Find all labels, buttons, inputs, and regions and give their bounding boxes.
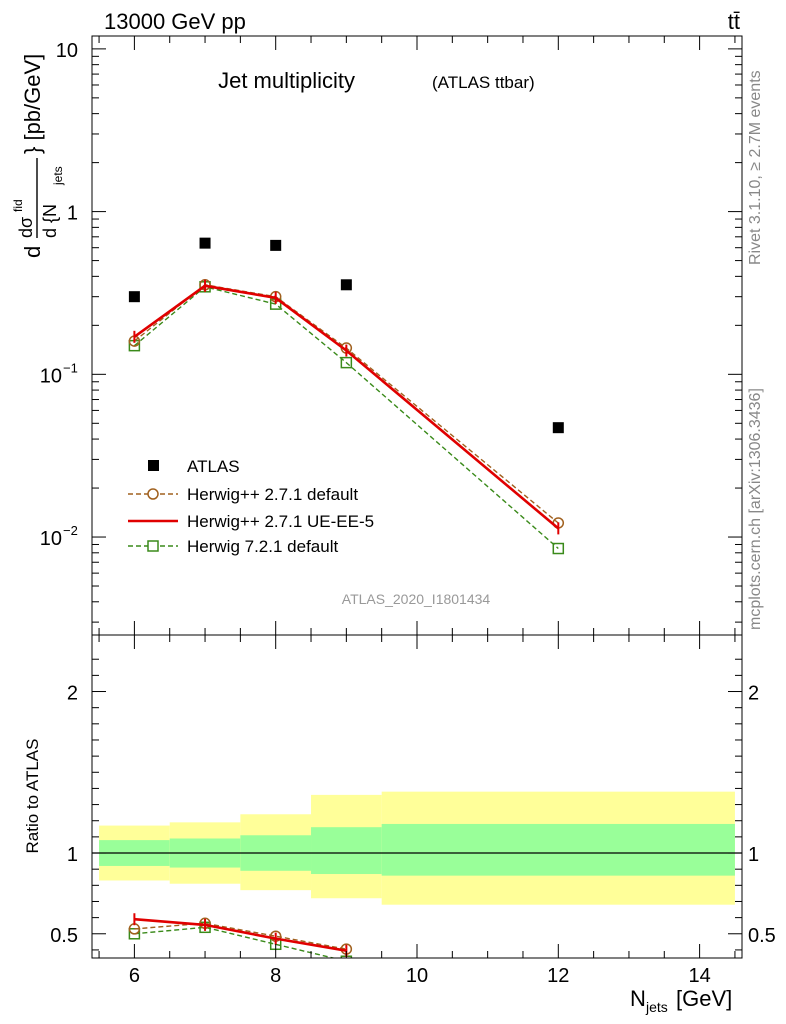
x-tick-label: 10 xyxy=(406,965,428,987)
ratio-y-tick-label: 1 xyxy=(67,844,78,866)
uncertainty-band-inner xyxy=(311,827,382,875)
x-tick-label: 12 xyxy=(547,965,569,987)
y-tick-label: 1 xyxy=(67,203,78,225)
beam-label: 13000 GeV pp xyxy=(104,9,246,34)
ratio-xlabel: N jets [GeV] xyxy=(630,986,732,1015)
legend-label-herwigpp_default: Herwig++ 2.7.1 default xyxy=(187,485,358,504)
ratio-y-tick-label-right: 2 xyxy=(748,683,759,705)
x-tick-label: 14 xyxy=(688,965,710,987)
ratio-herwigpp_default-line xyxy=(134,922,347,950)
main-ylabel: d dσ fid d {N jets } [pb/GeV] xyxy=(11,54,65,258)
ratio-y-tick-label-right: 1 xyxy=(748,844,759,866)
x-tick-label: 8 xyxy=(270,965,281,987)
analysis-id: ATLAS_2020_I1801434 xyxy=(342,591,491,607)
legend-marker-herwig7 xyxy=(147,540,159,552)
ylabel-denominator-sub: jets xyxy=(51,166,65,186)
legend-label-herwig7: Herwig 7.2.1 default xyxy=(187,537,338,556)
chart-subtitle: (ATLAS ttbar) xyxy=(432,73,535,92)
ratio-axis-ticks: 0.5 0.51 12 26 8 10 12 14 xyxy=(50,635,776,987)
chart-title: Jet multiplicity xyxy=(218,68,355,93)
main-data-data-point xyxy=(552,422,564,434)
legend-marker-herwigpp_default xyxy=(147,488,159,500)
y-tick-label: 10 xyxy=(56,40,78,62)
y-tick-label: 10 xyxy=(40,365,62,387)
y-tick-label-exponent: −2 xyxy=(63,523,78,538)
y-tick-label-exponent: −1 xyxy=(63,360,78,375)
legend: ATLAS Herwig++ 2.7.1 default Herwig++ 2.7.… xyxy=(128,457,374,556)
main-data-data-point xyxy=(128,291,140,303)
process-label: tt̄ xyxy=(728,9,740,34)
ratio-ylabel: Ratio to ATLAS xyxy=(23,739,42,854)
rivet-label: Rivet 3.1.10, ≥ 2.7M events xyxy=(747,70,764,265)
ratio-y-tick-label: 2 xyxy=(67,683,78,705)
main-data-data-point xyxy=(270,239,282,251)
uncertainty-band-inner xyxy=(381,823,735,876)
main-herwig7-line xyxy=(133,286,559,550)
x-tick-label: 6 xyxy=(129,965,140,987)
legend-label-data: ATLAS xyxy=(187,457,240,476)
main-data-data-point xyxy=(199,237,211,249)
legend-label-herwigpp_ueee5: Herwig++ 2.7.1 UE-EE-5 xyxy=(187,512,374,531)
xlabel-sub: jets xyxy=(645,999,668,1015)
main-herwig7-marker xyxy=(340,356,353,369)
mcplots-label: mcplots.cern.ch [arXiv:1306.3436] xyxy=(747,388,764,630)
xlabel-unit: [GeV] xyxy=(676,986,732,1011)
main-herwig7-marker xyxy=(552,542,565,555)
ratio-plot-area xyxy=(92,791,742,958)
ylabel-denominator: d {N xyxy=(40,204,60,238)
ratio-y-tick-label-right: 0.5 xyxy=(748,925,776,947)
xlabel-main: N xyxy=(630,986,646,1011)
svg-text:d: d xyxy=(20,246,45,258)
ylabel-unit: } [pb/GeV] xyxy=(20,54,45,154)
ylabel-numerator: dσ xyxy=(16,217,36,238)
main-data-data-point xyxy=(340,279,352,291)
main-plot-area xyxy=(128,237,565,555)
ylabel-superscript: fid xyxy=(11,199,25,212)
ratio-herwigpp_ueee5-line xyxy=(134,917,347,952)
legend-marker-data xyxy=(148,460,159,471)
y-tick-label: 10 xyxy=(40,528,62,550)
ratio-y-tick-label: 0.5 xyxy=(50,925,78,947)
